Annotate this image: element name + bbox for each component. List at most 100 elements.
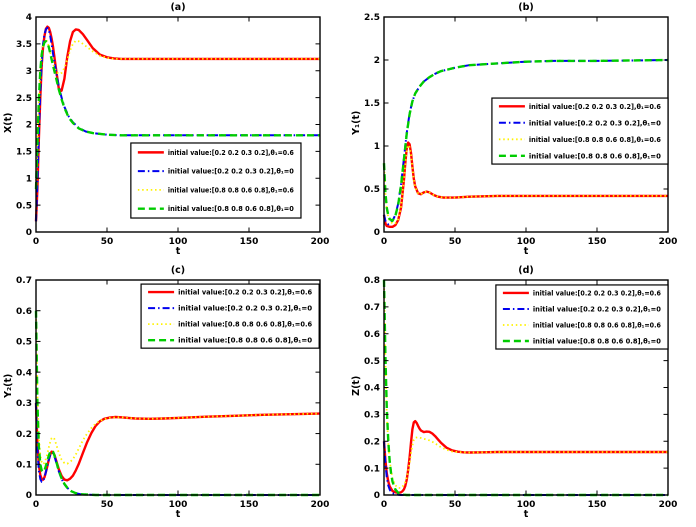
x-tick-label: 100 <box>169 500 188 510</box>
x-tick-label: 0 <box>381 500 387 510</box>
y-tick-label: 0.4 <box>16 368 32 378</box>
y-tick-label: 1 <box>26 174 32 184</box>
x-tick-label: 0 <box>33 237 39 247</box>
subplot-a-plot: 0 50 100 150 200 0 0.5 1 1.5 2 2.5 3 3.5 4 initial val… <box>16 13 330 247</box>
legend-label: initial value:[0.8 0.8 0.6 0.8],θ₁=0 <box>529 152 661 160</box>
subplot-c-title: (c) <box>170 265 186 276</box>
y-tick-label: 0.5 <box>364 357 380 367</box>
legend: initial value:[0.2 0.2 0.3 0.2],θ₁=0.6 in… <box>140 283 320 349</box>
x-tick-label: 0 <box>381 237 387 247</box>
legend-label: initial value:[0.8 0.8 0.6 0.8],θ₁=0.6 <box>178 321 312 329</box>
y-tick-label: 0.5 <box>16 338 32 348</box>
x-tick-label: 200 <box>311 500 330 510</box>
series-red-solid <box>382 419 668 494</box>
x-tick-label: 150 <box>240 237 259 247</box>
legend: initial value:[0.2 0.2 0.3 0.2],θ₁=0.6 in… <box>130 142 302 219</box>
y-tick-label: 0.8 <box>364 276 380 286</box>
y-tick-label: 0.7 <box>364 303 380 313</box>
subplot-c-ylabel: Y₂(t) <box>2 373 14 398</box>
y-tick-label: 0.2 <box>364 437 380 447</box>
x-tick-label: 150 <box>588 500 607 510</box>
legend: initial value:[0.2 0.2 0.3 0.2],θ₁=0.6 in… <box>495 284 669 350</box>
legend-label: initial value:[0.2 0.2 0.3 0.2],θ₁=0 <box>178 305 312 313</box>
subplot-a-title: (a) <box>170 2 186 13</box>
subplot-b-xlabel: t <box>523 246 529 257</box>
y-tick-label: 0 <box>374 491 380 501</box>
y-tick-label: 0.1 <box>16 460 32 470</box>
y-tick-label: 0.5 <box>364 185 380 195</box>
legend-label: initial value:[0.2 0.2 0.3 0.2],θ₁=0.6 <box>168 149 294 157</box>
y-tick-label: 1.5 <box>16 148 32 158</box>
subplot-c: 0 50 100 150 200 0 0.1 0.2 0.3 0.4 0.5 0.6 0.7 initia… <box>0 263 348 527</box>
x-tick-label: 50 <box>101 500 114 510</box>
x-tick-label: 0 <box>33 500 39 510</box>
legend-label: initial value:[0.8 0.8 0.6 0.8],θ₁=0.6 <box>168 186 294 194</box>
y-tick-label: 2.5 <box>16 94 32 104</box>
subplot-b-ylabel: Y₁(t) <box>350 110 362 135</box>
subplot-c-plot: 0 50 100 150 200 0 0.1 0.2 0.3 0.4 0.5 0.6 0.7 initia… <box>16 276 330 510</box>
y-tick-label: 2 <box>374 56 380 66</box>
legend-label: initial value:[0.8 0.8 0.6 0.8],θ₁=0 <box>533 338 661 346</box>
y-tick-label: 3 <box>26 67 32 77</box>
legend-label: initial value:[0.8 0.8 0.6 0.8],θ₁=0 <box>178 337 312 345</box>
x-tick-label: 50 <box>101 237 114 247</box>
y-tick-label: 2.5 <box>364 13 380 23</box>
y-tick-label: 0.2 <box>16 430 32 440</box>
y-tick-label: 4 <box>26 13 32 23</box>
legend-label: initial value:[0.2 0.2 0.3 0.2],θ₁=0.6 <box>533 289 661 297</box>
legend-label: initial value:[0.2 0.2 0.3 0.2],θ₁=0.6 <box>178 289 312 297</box>
y-tick-label: 0.6 <box>364 330 380 340</box>
subplot-b-title: (b) <box>518 2 534 13</box>
subplot-b: 0 50 100 150 200 0 0.5 1 1.5 2 2.5 initial value:[0… <box>348 0 696 264</box>
subplot-a: 0 50 100 150 200 0 0.5 1 1.5 2 2.5 3 3.5 4 initial val… <box>0 0 348 264</box>
legend: initial value:[0.2 0.2 0.3 0.2],θ₁=0.6 in… <box>491 97 669 165</box>
y-tick-label: 0.7 <box>16 276 32 286</box>
x-tick-label: 150 <box>240 500 259 510</box>
x-tick-label: 100 <box>517 237 536 247</box>
legend-label: initial value:[0.8 0.8 0.6 0.8],θ₁=0.6 <box>529 136 661 144</box>
legend-label: initial value:[0.8 0.8 0.6 0.8],θ₁=0.6 <box>533 321 661 329</box>
series-yellow-dotted <box>35 310 321 466</box>
subplot-d-ylabel: Z(t) <box>350 375 362 396</box>
x-tick-label: 200 <box>311 237 330 247</box>
series-green-dashed <box>382 58 669 222</box>
x-tick-label: 50 <box>449 500 462 510</box>
legend-box <box>491 97 669 165</box>
legend-box <box>495 284 669 350</box>
y-tick-label: 0 <box>26 491 32 501</box>
legend-label: initial value:[0.2 0.2 0.3 0.2],θ₁=0 <box>533 305 661 313</box>
x-tick-label: 200 <box>659 500 678 510</box>
y-tick-label: 2 <box>26 121 32 131</box>
subplot-d: 0 50 100 150 200 0 0.1 0.2 0.3 0.4 0.5 0.6 0.7 0.8 ini… <box>348 263 696 527</box>
legend-label: initial value:[0.2 0.2 0.3 0.2],θ₁=0 <box>168 168 294 176</box>
series-red-solid <box>34 25 320 222</box>
y-tick-label: 0.3 <box>16 399 32 409</box>
series-green-dashed <box>382 279 668 497</box>
y-tick-label: 3.5 <box>16 40 32 50</box>
subplot-d-xlabel: t <box>523 509 529 520</box>
y-tick-label: 0.5 <box>16 201 32 211</box>
x-tick-label: 100 <box>169 237 188 247</box>
legend-label: initial value:[0.8 0.8 0.6 0.8],θ₁=0 <box>168 205 294 213</box>
x-tick-label: 50 <box>449 237 462 247</box>
legend-box <box>130 142 302 219</box>
y-tick-label: 0 <box>374 228 380 238</box>
series-green-dashed <box>34 40 320 190</box>
subplot-a-xlabel: t <box>175 246 181 257</box>
y-tick-label: 1.5 <box>364 99 380 109</box>
subplot-d-plot: 0 50 100 150 200 0 0.1 0.2 0.3 0.4 0.5 0.6 0.7 0.8 ini… <box>364 276 678 510</box>
legend-label: initial value:[0.2 0.2 0.3 0.2],θ₁=0 <box>529 119 661 127</box>
y-tick-label: 0.4 <box>364 384 380 394</box>
subplot-a-ylabel: X(t) <box>2 112 14 134</box>
subplot-b-plot: 0 50 100 150 200 0 0.5 1 1.5 2 2.5 initial value:[0… <box>364 13 678 247</box>
y-tick-label: 0.3 <box>364 411 380 421</box>
subplot-d-title: (d) <box>518 265 534 276</box>
x-tick-label: 150 <box>588 237 607 247</box>
x-tick-label: 200 <box>659 237 678 247</box>
legend-label: initial value:[0.2 0.2 0.3 0.2],θ₁=0.6 <box>529 103 661 111</box>
y-tick-label: 0.1 <box>364 464 380 474</box>
y-tick-label: 0 <box>26 228 32 238</box>
series-blue-dashdot <box>383 441 668 496</box>
y-tick-label: 1 <box>374 142 380 152</box>
